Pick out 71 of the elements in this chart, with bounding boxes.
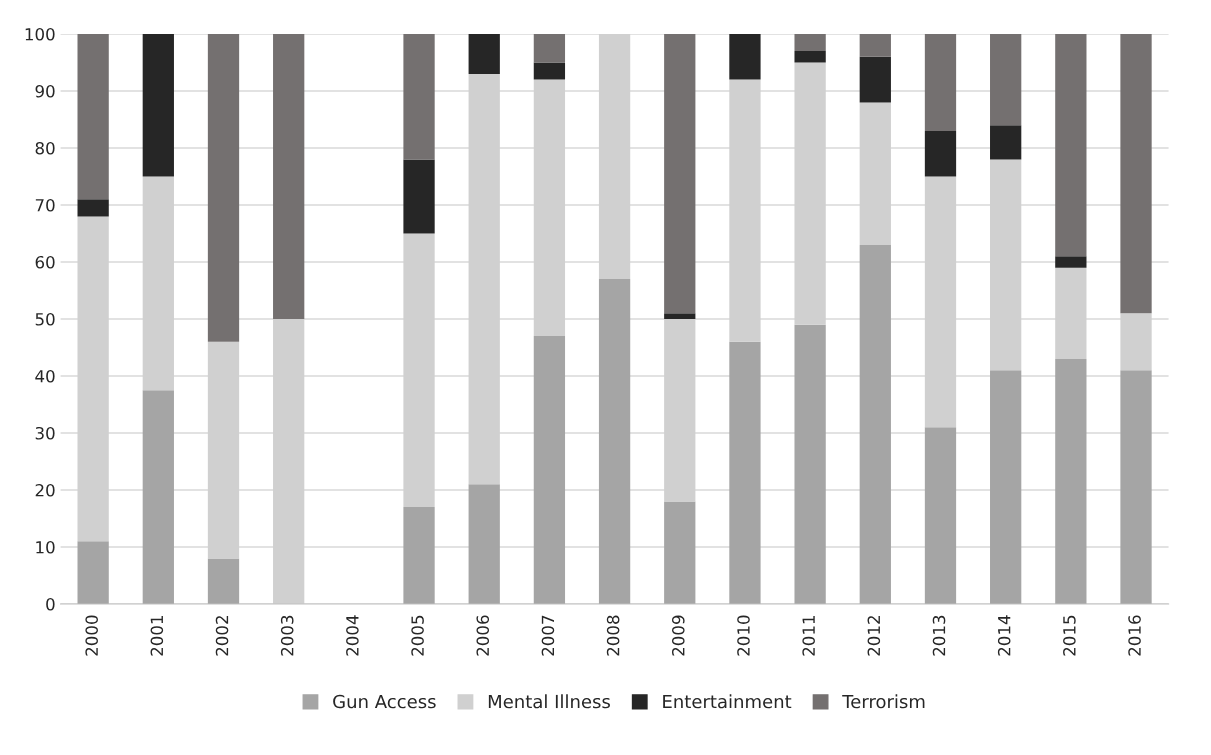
bar [142, 33, 174, 177]
bar [990, 370, 1022, 604]
bar [924, 130, 957, 177]
x-tick-label: 2002 [215, 616, 229, 656]
y-tick-label: 10 [36, 540, 55, 554]
bar [207, 558, 240, 604]
x-tick-label: 2005 [411, 615, 424, 656]
bar [924, 427, 957, 604]
bar [729, 341, 761, 604]
y-tick-label: 60 [35, 255, 55, 269]
bar [990, 33, 1022, 126]
bar [403, 507, 435, 604]
bar [794, 324, 826, 604]
x-tick-label: 2010 [737, 615, 750, 656]
y-tick-label: 40 [35, 369, 55, 383]
bar [664, 501, 696, 604]
x-tick-label: 2006 [476, 615, 490, 656]
bar [1120, 370, 1152, 604]
bar [859, 244, 891, 604]
y-tick-label: 80 [35, 141, 55, 155]
x-tick-label: 2008 [606, 615, 620, 656]
x-tick-label: 2012 [867, 616, 881, 656]
y-tick-label: 30 [35, 426, 55, 440]
x-tick-label: 2011 [802, 615, 815, 656]
bar [664, 33, 696, 314]
legend-label: Entertainment [663, 694, 792, 709]
y-tick-label: 50 [35, 312, 55, 326]
y-tick-label: 70 [35, 198, 55, 212]
x-tick-label: 2009 [671, 615, 685, 656]
y-tick-label: 20 [35, 483, 55, 497]
legend-label: Gun Access [333, 694, 436, 709]
bar [794, 51, 826, 63]
x-tick-label: 2000 [85, 615, 98, 656]
bar [533, 33, 566, 63]
bar [142, 390, 174, 604]
bar [403, 33, 435, 160]
legend-label: Terrorism [842, 694, 925, 709]
bar [664, 313, 696, 319]
bar [468, 484, 500, 604]
x-tick-label: 2001 [150, 615, 164, 656]
bar [729, 33, 761, 80]
bar [859, 56, 891, 103]
bar [77, 541, 109, 604]
x-tick-label: 2003 [280, 615, 294, 656]
bar [794, 33, 826, 52]
bar [273, 33, 305, 319]
legend-label: Mental Illness [488, 694, 610, 709]
x-tick-label: 2015 [1063, 615, 1076, 656]
bar [990, 125, 1022, 160]
bar [1120, 33, 1152, 314]
bar [77, 199, 109, 217]
y-tick-label: 90 [35, 84, 55, 98]
bar [859, 33, 891, 57]
bar [1055, 358, 1087, 604]
x-tick-label: 2016 [1128, 615, 1141, 656]
y-tick-label: 0 [46, 597, 55, 611]
x-tick-label: 2007 [541, 615, 555, 656]
bar [533, 336, 566, 604]
bar [924, 33, 957, 131]
bar [598, 279, 631, 604]
bar [1055, 33, 1087, 257]
bar [468, 33, 500, 74]
x-tick-label: 2004 [346, 615, 359, 656]
bar [207, 33, 240, 342]
x-tick-label: 2013 [932, 615, 946, 656]
bar [533, 62, 566, 80]
bar [77, 33, 109, 200]
x-tick-label: 2014 [997, 615, 1011, 656]
y-tick-label: 100 [25, 27, 55, 41]
bar [403, 159, 435, 234]
bar [1055, 256, 1087, 268]
